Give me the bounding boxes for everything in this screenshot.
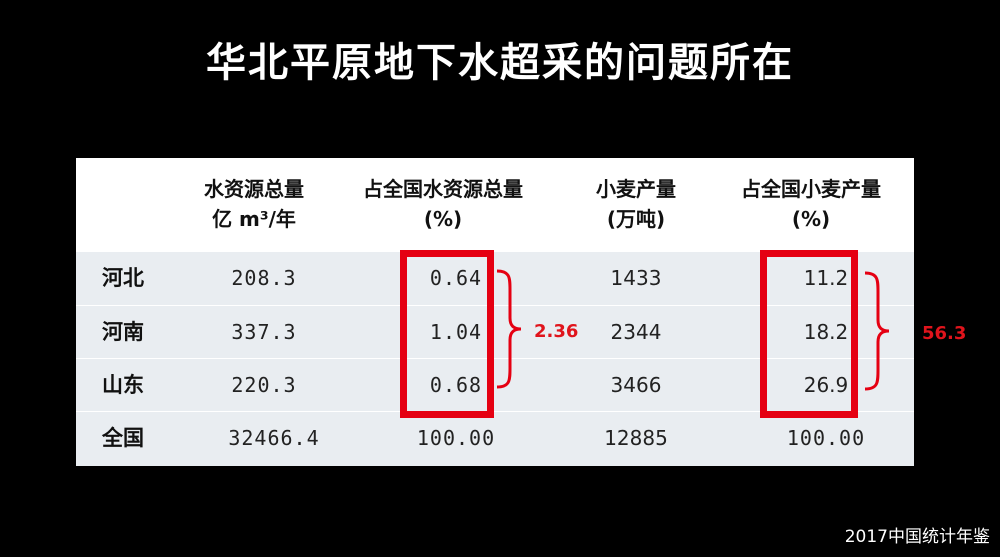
header-unit: (%) [791,207,831,231]
wheat-pct-cell: 11.2 [803,266,849,290]
wheat-cell: 3466 [610,373,662,397]
highlight-box-wheat [760,250,858,418]
highlight-box-water [400,250,494,418]
table-body: 河北 208.3 0.64 1433 11.2 河南 337.3 1.04 23… [76,252,914,466]
water-sum-label: 2.36 [534,321,579,342]
header-unit: (%) [423,207,463,231]
wheat-cell: 2344 [610,320,662,344]
wheat-sum-label: 56.3 [922,323,967,344]
row-name: 山东 [102,373,144,397]
brace-wheat-icon [864,271,890,391]
source-caption: 2017中国统计年鉴 [844,527,990,547]
row-name: 河南 [102,320,144,344]
water-pct-cell: 0.68 [429,373,483,397]
header-line: 水资源总量 [204,177,304,201]
row-name: 河北 [102,266,144,290]
table-header: 水资源总量 亿 m³/年 占全国水资源总量 (%) 小麦产量 (万吨) 占全国小… [76,158,914,252]
header-line: 占全国小麦产量 [741,177,881,201]
table-row: 河南 337.3 1.04 2344 18.2 [76,305,914,359]
header-unit: (万吨) [606,207,666,231]
water-total-cell: 32466.4 [228,426,320,450]
water-pct-cell: 100.00 [416,426,496,450]
data-table: 水资源总量 亿 m³/年 占全国水资源总量 (%) 小麦产量 (万吨) 占全国小… [76,158,914,466]
header-water-total: 水资源总量 亿 m³/年 [174,174,334,234]
water-pct-cell: 0.64 [429,266,483,290]
wheat-pct-cell: 100.00 [786,426,866,450]
header-wheat-pct: 占全国小麦产量 (%) [726,174,896,234]
wheat-pct-cell: 26.9 [803,373,849,397]
water-pct-cell: 1.04 [429,320,483,344]
wheat-cell: 12885 [604,426,668,450]
wheat-pct-cell: 18.2 [803,320,849,344]
table-row: 山东 220.3 0.68 3466 26.9 [76,358,914,412]
header-wheat: 小麦产量 (万吨) [566,174,706,234]
water-total-cell: 220.3 [231,373,297,397]
header-water-pct: 占全国水资源总量 (%) [338,174,548,234]
water-total-cell: 208.3 [231,266,297,290]
table-row: 河北 208.3 0.64 1433 11.2 [76,252,914,305]
header-line: 占全国水资源总量 [363,177,523,201]
brace-water-icon [496,269,522,389]
slide-title: 华北平原地下水超采的问题所在 [206,40,794,86]
water-total-cell: 337.3 [231,320,297,344]
header-unit: 亿 m³/年 [212,207,296,231]
table-row: 全国 32466.4 100.00 12885 100.00 [76,411,914,467]
header-line: 小麦产量 [596,177,676,201]
row-name: 全国 [102,426,144,450]
wheat-cell: 1433 [610,266,662,290]
